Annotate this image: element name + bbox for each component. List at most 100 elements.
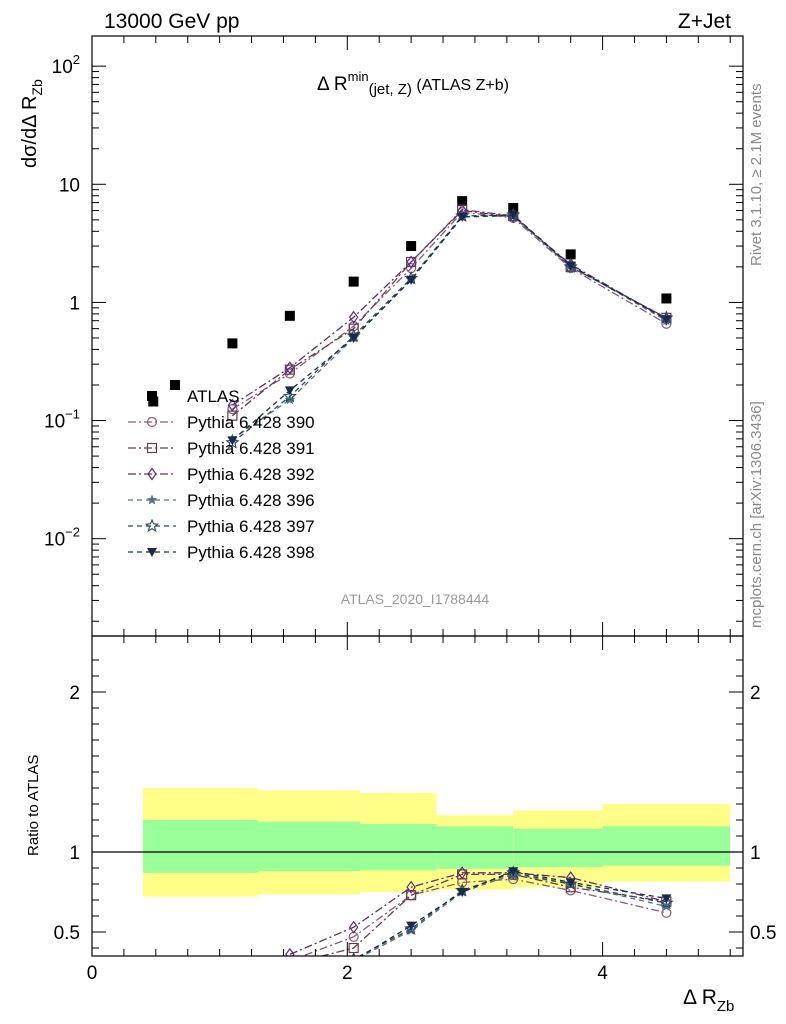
legend-label: Pythia 6.428 390 <box>187 413 315 432</box>
ratio-plot-series <box>284 865 674 985</box>
ratio-point <box>404 921 419 935</box>
legend-marker <box>146 494 158 505</box>
mc-point <box>227 398 238 412</box>
ratio-y-tick-label-right: 1 <box>750 843 761 864</box>
main-y-axis-label: dσ/dΔ RZb <box>19 79 45 168</box>
mc-point <box>284 386 295 396</box>
ratio-y-tick-label: 1 <box>69 843 80 864</box>
ratio-point <box>659 895 674 910</box>
data-point <box>457 196 468 207</box>
ratio-point <box>285 975 295 985</box>
ratio-point <box>661 894 672 904</box>
data-point <box>406 241 417 252</box>
series-line <box>232 209 667 406</box>
ratio-band-inner <box>143 820 258 873</box>
mc-point <box>565 261 576 271</box>
ratio-plot-frame <box>91 635 744 957</box>
ratio-band-inner <box>602 826 731 866</box>
series-line <box>231 214 667 441</box>
legend: ATLAS Pythia 6.428 390 Pythia 6.428 391 Pyt… <box>128 387 315 562</box>
data-point <box>169 379 180 390</box>
series-line <box>232 211 667 410</box>
legend-marker <box>147 467 157 481</box>
y-tick-label: 10 <box>59 175 80 196</box>
ratio-point <box>406 921 417 931</box>
x-tick-label: 2 <box>342 963 353 984</box>
y-tick-label: 102 <box>52 52 80 78</box>
mcplots-label: mcplots.cern.ch [arXiv:1306.3436] <box>748 401 765 628</box>
data-point <box>348 276 359 287</box>
ratio-band-inner <box>257 821 361 872</box>
y-tick-label: 10−1 <box>44 407 80 433</box>
ratio-y-tick-label-right: 2 <box>750 683 761 704</box>
header-left-title: 13000 GeV pp <box>104 10 239 33</box>
legend-label: Pythia 6.428 398 <box>187 543 315 562</box>
ratio-band-inner <box>360 824 437 871</box>
legend-marker <box>146 442 158 454</box>
ratio-y-tick-label: 2 <box>69 683 80 704</box>
x-tick-label: 0 <box>87 963 98 984</box>
mc-point <box>661 315 672 325</box>
main-axes: 102 10 1 10−1 10−2 <box>44 36 743 636</box>
mc-point <box>508 210 519 220</box>
legend-marker <box>147 548 157 557</box>
data-point <box>661 293 672 304</box>
ratio-point <box>285 947 295 956</box>
data-point <box>227 338 238 349</box>
ratio-point <box>285 960 294 969</box>
mc-point <box>457 212 468 222</box>
ratio-point <box>406 880 416 894</box>
ratio-point <box>288 955 292 956</box>
ratio-point <box>565 878 576 888</box>
series-line <box>232 215 667 440</box>
ratio-point <box>406 890 417 901</box>
legend-label: Pythia 6.428 391 <box>187 439 315 458</box>
series-line <box>231 208 667 417</box>
legend-label: Pythia 6.428 397 <box>187 517 315 536</box>
mc-point <box>406 255 416 269</box>
data-point <box>565 249 576 260</box>
ratio-point <box>508 867 519 877</box>
legend-marker <box>146 416 158 428</box>
mc-point <box>406 275 417 285</box>
ratio-band-inner <box>436 826 514 869</box>
ratio-point <box>348 920 359 934</box>
ratio-point <box>285 973 295 982</box>
ratio-series-line <box>300 878 667 956</box>
mc-point <box>348 310 359 324</box>
ratio-y-tick-label: 0.5 <box>54 923 80 944</box>
ratio-uncertainty-bands <box>92 788 743 897</box>
mc-point <box>282 388 297 403</box>
ratio-series-line <box>289 872 667 955</box>
legend-label: Pythia 6.428 396 <box>187 491 315 510</box>
x-tick-label: 4 <box>597 963 608 984</box>
rivet-version-label: Rivet 3.1.10, ≥ 2.1M events <box>748 84 765 267</box>
ratio-y-tick-label-right: 0.5 <box>750 923 776 944</box>
data-point <box>148 396 159 407</box>
mc-point <box>225 435 240 449</box>
main-chart-title: Δ Rmin(jet, Z) (ATLAS Z+b) <box>317 69 509 98</box>
ratio-axes: 0.5 0.5 1 1 2 2 0 2 4 <box>54 636 776 984</box>
ratio-band-inner <box>513 828 603 868</box>
y-tick-label: 10−2 <box>44 525 80 551</box>
x-axis-label: Δ RZb <box>683 986 734 1015</box>
legend-marker <box>147 391 157 401</box>
legend-label: Pythia 6.428 392 <box>187 465 315 484</box>
y-tick-label: 1 <box>69 293 80 314</box>
ratio-point <box>457 888 468 897</box>
main-plot-series <box>148 196 674 449</box>
mc-point <box>348 333 359 343</box>
analysis-tag: ATLAS_2020_I1788444 <box>341 591 490 607</box>
legend-label: ATLAS <box>187 387 240 406</box>
ratio-y-axis-label: Ratio to ATLAS <box>25 755 42 856</box>
legend-marker <box>144 518 160 533</box>
data-point <box>284 310 295 321</box>
ratio-point <box>284 972 295 983</box>
header-right-title: Z+Jet <box>678 10 731 33</box>
ratio-point <box>661 907 672 918</box>
ratio-point <box>457 866 467 880</box>
mc-point <box>285 361 295 375</box>
series-line <box>231 214 667 444</box>
mc-point <box>227 436 238 446</box>
